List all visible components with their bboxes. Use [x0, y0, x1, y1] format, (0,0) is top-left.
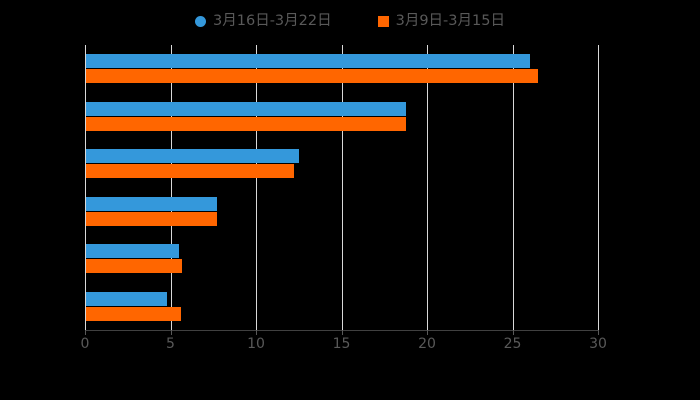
bar-group	[85, 188, 598, 236]
x-tick-label: 0	[80, 336, 90, 352]
bar[interactable]	[85, 211, 217, 226]
legend-label-series-1: 3月9日-3月15日	[395, 12, 505, 29]
chart-legend: 3月16日-3月22日 3月9日-3月15日	[0, 10, 700, 32]
x-tick-mark	[256, 330, 257, 335]
bar-group	[85, 283, 598, 331]
bar[interactable]	[85, 291, 168, 306]
legend-label-series-0: 3月16日-3月22日	[213, 12, 332, 29]
x-tick-mark	[512, 330, 514, 335]
bar-groups	[85, 45, 598, 330]
x-tick-mark	[85, 330, 86, 335]
bar-group	[85, 45, 598, 93]
legend-item-series-0[interactable]: 3月16日-3月22日	[195, 14, 332, 29]
plot-area	[85, 45, 599, 330]
y-axis-line	[85, 45, 86, 330]
bar-group	[85, 235, 598, 283]
bar[interactable]	[85, 164, 294, 178]
bar[interactable]	[85, 196, 217, 211]
bar-group	[85, 140, 598, 188]
square-marker-icon	[377, 15, 389, 27]
gridline	[598, 45, 599, 330]
bar[interactable]	[85, 149, 299, 163]
bar[interactable]	[85, 69, 539, 83]
bar[interactable]	[85, 101, 407, 116]
x-tick-label: 20	[418, 336, 436, 352]
x-tick-mark	[170, 330, 172, 335]
x-tick-mark	[427, 330, 428, 335]
x-tick-label: 25	[503, 336, 522, 352]
bar[interactable]	[85, 116, 407, 131]
x-tick-label: 30	[589, 336, 607, 352]
x-tick-label: 10	[247, 336, 265, 352]
legend-item-series-1[interactable]: 3月9日-3月15日	[377, 12, 505, 29]
circle-marker-icon	[195, 15, 207, 27]
bar[interactable]	[85, 54, 530, 68]
x-tick-label: 15	[332, 336, 351, 352]
x-tick-label: 5	[166, 336, 175, 352]
bar-group	[85, 93, 598, 141]
x-tick-mark	[598, 330, 599, 335]
bar[interactable]	[85, 259, 183, 273]
bar[interactable]	[85, 306, 181, 321]
x-tick-mark	[341, 330, 343, 335]
bar[interactable]	[85, 244, 180, 258]
